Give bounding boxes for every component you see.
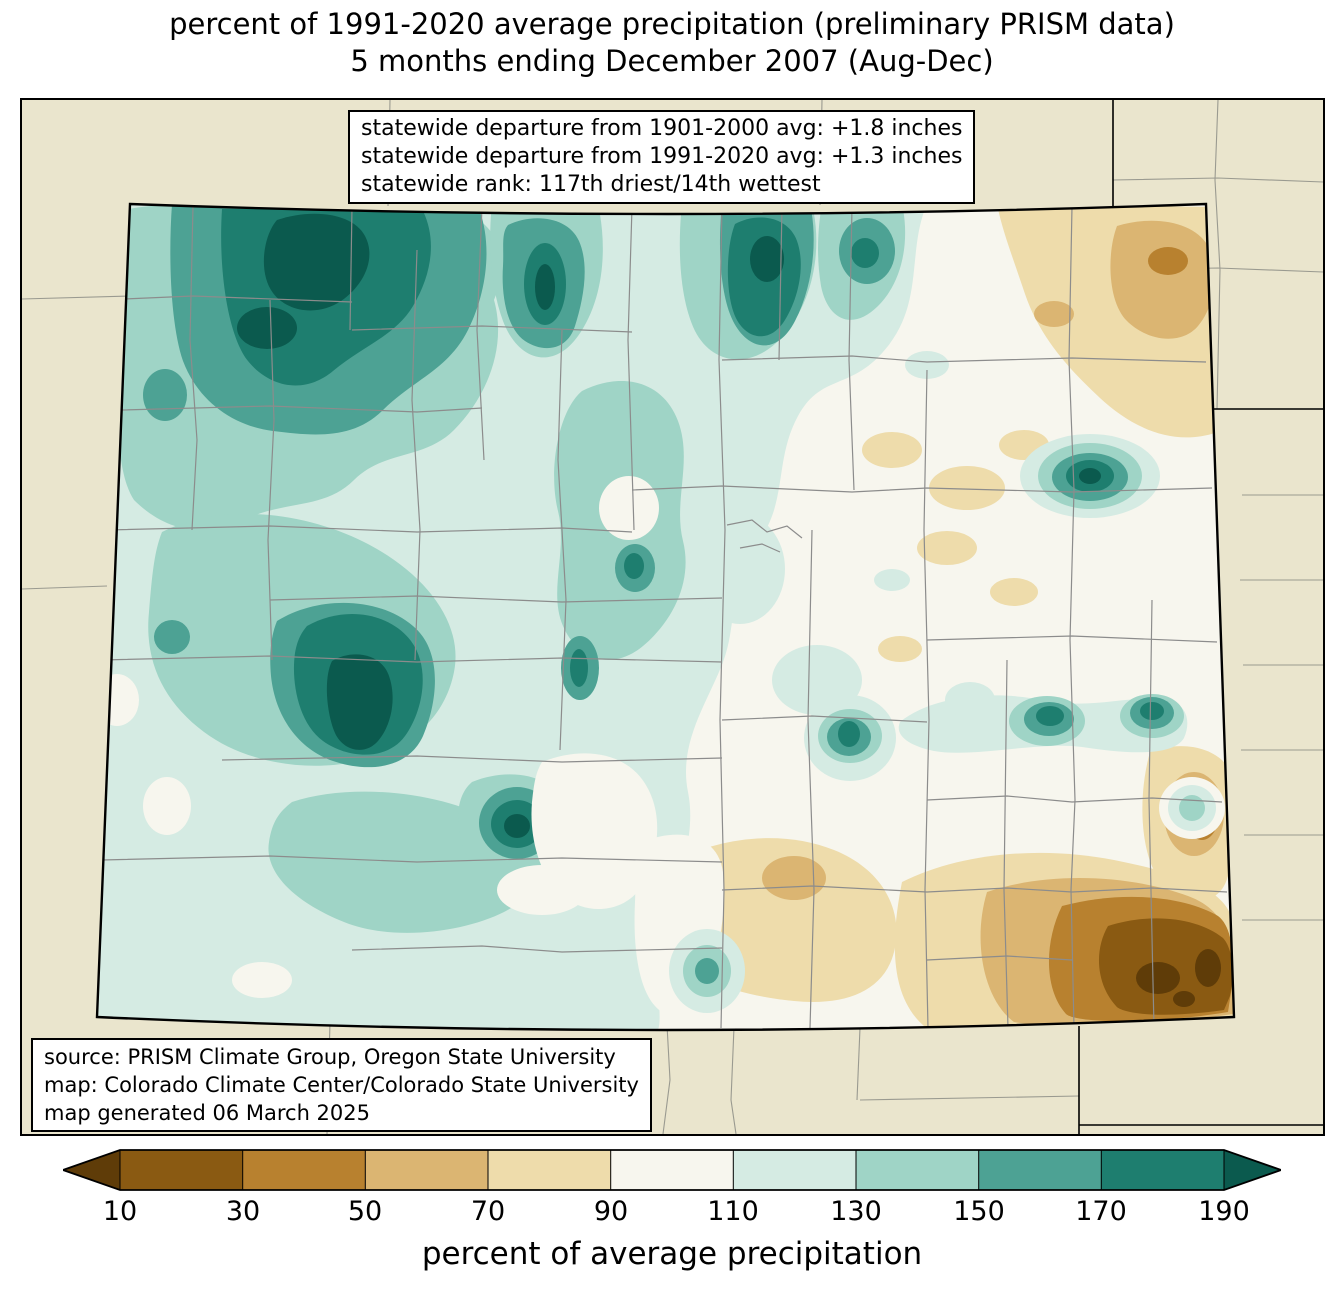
colorbar-dividers — [119, 1150, 1225, 1190]
colorbar-tick-190: 190 — [1198, 1196, 1250, 1227]
neighbor-state-lines — [1078, 100, 1323, 1134]
colorbar-segment-8 — [1101, 1150, 1224, 1190]
colorbar: 10 30 50 70 90 110 130 150 170 190 perce… — [0, 1140, 1344, 1299]
colorbar-axis-label: percent of average precipitation — [421, 1236, 923, 1272]
title-line-1: percent of 1991-2020 average precipitati… — [169, 7, 1175, 41]
colorado-precip-map — [22, 100, 1323, 1134]
colorbar-segment-2 — [365, 1150, 488, 1190]
county-lines — [99, 205, 1228, 1029]
colorbar-segment-7 — [978, 1150, 1102, 1190]
stats-box: statewide departure from 1901-2000 avg: … — [348, 110, 976, 204]
stat-departure-1901: statewide departure from 1901-2000 avg: … — [361, 116, 963, 141]
map-credit-line: map: Colorado Climate Center/Colorado St… — [44, 1073, 639, 1097]
stat-rank: statewide rank: 117th driest/14th wettes… — [361, 172, 821, 197]
source-box: source: PRISM Climate Group, Oregon Stat… — [31, 1038, 652, 1132]
colorbar-tick-70: 70 — [470, 1196, 506, 1227]
figure-title: percent of 1991-2020 average precipitati… — [0, 6, 1344, 80]
colorbar-segment-5 — [733, 1150, 856, 1190]
colorbar-tick-170: 170 — [1075, 1196, 1127, 1227]
stat-departure-1991: statewide departure from 1991-2020 avg: … — [361, 144, 963, 169]
colorbar-segment-3 — [488, 1150, 611, 1190]
colorbar-tick-30: 30 — [225, 1196, 261, 1227]
colorbar-outline — [63, 1149, 1281, 1191]
colorbar-bar — [63, 1149, 1281, 1191]
colorbar-low-arrow — [63, 1150, 120, 1190]
colorbar-segment-1 — [242, 1150, 366, 1190]
colorbar-segment-4 — [610, 1150, 734, 1190]
colorbar-tick-130: 130 — [830, 1196, 882, 1227]
colorado-border — [95, 202, 1236, 1032]
colorbar-segment-6 — [856, 1150, 979, 1190]
precip-contours — [97, 204, 1234, 1030]
colorbar-segment-0 — [120, 1150, 243, 1190]
map-generated-line: map generated 06 March 2025 — [44, 1101, 371, 1125]
map-frame: statewide departure from 1901-2000 avg: … — [20, 98, 1325, 1136]
colorbar-tick-90: 90 — [593, 1196, 629, 1227]
colorbar-tick-10: 10 — [102, 1196, 138, 1227]
contour-above-normal-group — [97, 204, 1188, 1030]
colorbar-tick-110: 110 — [707, 1196, 759, 1227]
colorbar-tick-50: 50 — [347, 1196, 383, 1227]
contour-bullseye-group — [669, 777, 1225, 1013]
source-line: source: PRISM Climate Group, Oregon Stat… — [44, 1045, 616, 1069]
colorbar-high-arrow — [1224, 1150, 1281, 1190]
colorbar-tick-150: 150 — [953, 1196, 1005, 1227]
title-line-2: 5 months ending December 2007 (Aug-Dec) — [350, 44, 994, 78]
